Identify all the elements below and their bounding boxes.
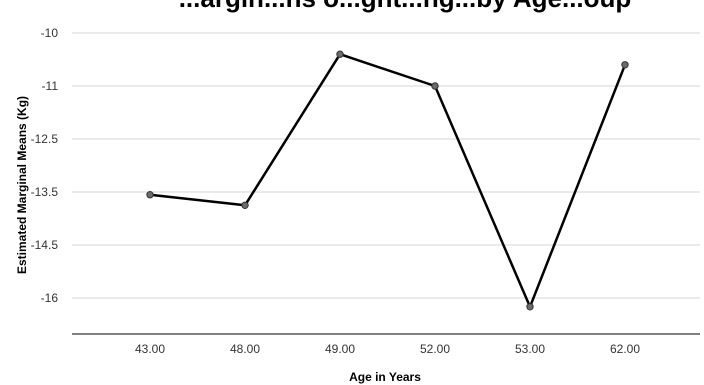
gridlines	[72, 32, 700, 299]
x-axis-title: Age in Years	[349, 370, 421, 384]
x-tick-label: 43.00	[135, 342, 165, 356]
x-axis-tick-labels: 43.00 48.00 49.00 52.00 53.00 62.00	[135, 342, 640, 356]
chart-title: ...argin...ns o...ght...ng...by Age...ou…	[179, 0, 632, 13]
data-point	[526, 303, 534, 311]
x-tick-label: 62.00	[610, 342, 640, 356]
data-point	[146, 191, 154, 199]
data-point	[621, 61, 629, 69]
y-tick-label: -12.5	[31, 132, 59, 146]
y-tick-label: -11	[42, 79, 59, 93]
data-point-markers	[146, 50, 629, 311]
y-tick-label: -14.5	[31, 238, 59, 252]
y-tick-label: -13.5	[31, 185, 59, 199]
y-tick-label: -16	[41, 291, 59, 305]
y-tick-label: -10	[41, 26, 59, 40]
y-axis-title: Estimated Marginal Means (Kg)	[15, 96, 29, 274]
data-point	[241, 201, 249, 210]
x-tick-label: 52.00	[420, 342, 450, 356]
x-tick-label: 48.00	[230, 342, 260, 356]
x-tick-label: 53.00	[515, 342, 545, 356]
data-point	[431, 82, 439, 90]
y-axis-tick-labels: -10 -11 -12.5 -13.5 -14.5 -16	[31, 26, 59, 305]
data-point	[336, 50, 344, 58]
series-line	[149, 52, 627, 309]
x-tick-label: 49.00	[325, 342, 355, 356]
